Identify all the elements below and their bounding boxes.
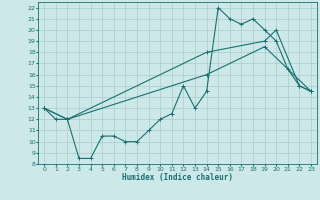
- X-axis label: Humidex (Indice chaleur): Humidex (Indice chaleur): [122, 173, 233, 182]
